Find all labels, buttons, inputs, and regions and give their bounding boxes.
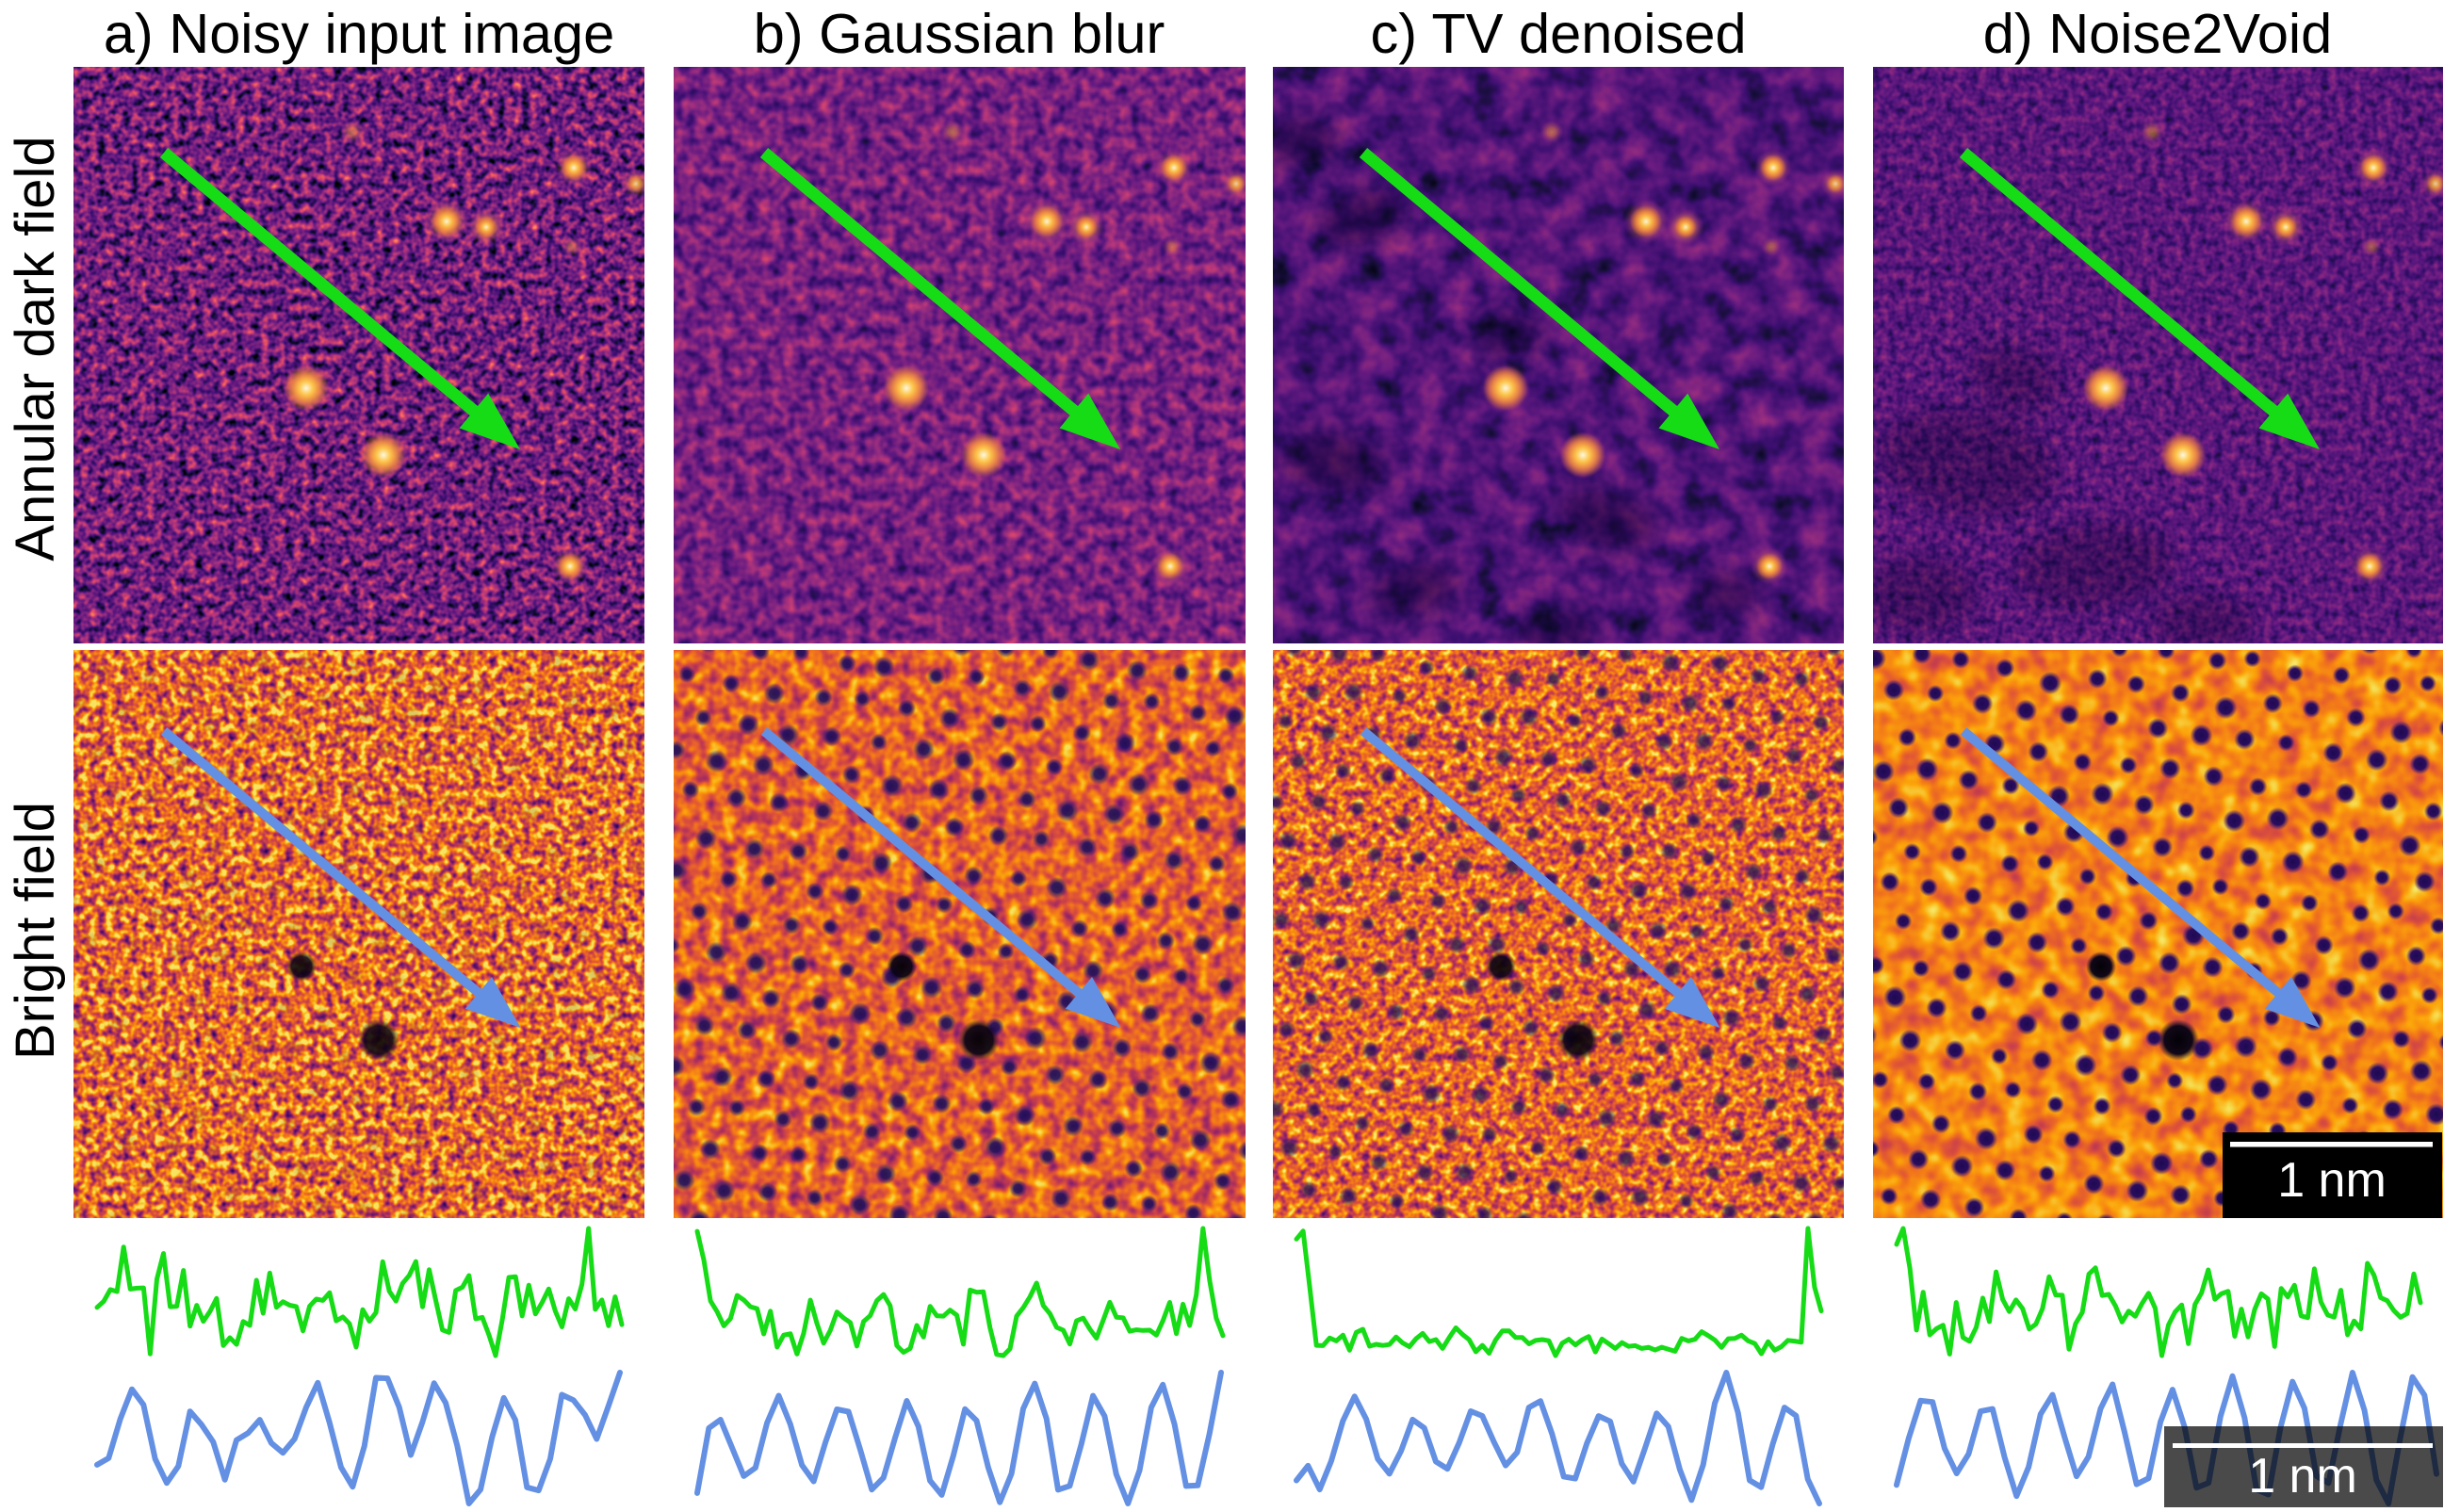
svg-text:1 nm: 1 nm	[2277, 1153, 2387, 1208]
svg-text:d) Noise2Void: d) Noise2Void	[1983, 2, 2332, 65]
svg-text:a) Noisy input image: a) Noisy input image	[104, 2, 614, 65]
svg-text:c) TV denoised: c) TV denoised	[1370, 2, 1746, 65]
svg-text:Bright field: Bright field	[5, 802, 66, 1060]
svg-text:1 nm: 1 nm	[2248, 1449, 2357, 1504]
svg-text:Annular dark field: Annular dark field	[5, 136, 66, 561]
svg-text:b) Gaussian blur: b) Gaussian blur	[754, 2, 1165, 65]
